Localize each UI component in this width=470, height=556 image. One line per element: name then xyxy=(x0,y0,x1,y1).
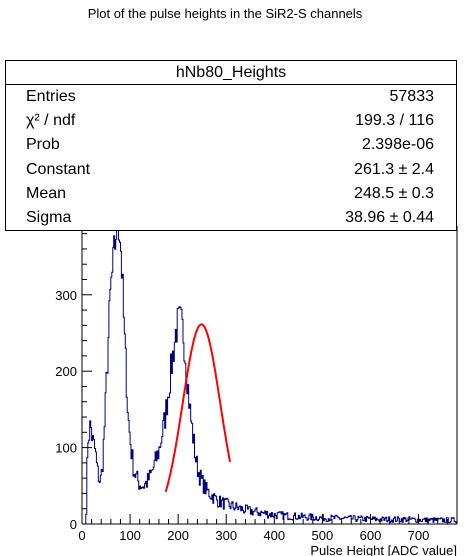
y-tick-label: 200 xyxy=(55,364,77,379)
stats-value: 261.3 ± 2.4 xyxy=(354,160,434,178)
stats-label: Constant xyxy=(26,160,91,178)
stats-box: hNb80_Heights Entries 57833 χ² / ndf 199… xyxy=(5,60,457,231)
stats-value: 57833 xyxy=(389,88,435,105)
stats-value: 38.96 ± 0.44 xyxy=(345,208,434,226)
stats-row-constant: Constant 261.3 ± 2.4 xyxy=(6,158,456,182)
x-tick-label: 0 xyxy=(78,528,85,543)
x-axis-title: Pulse Height [ADC value] xyxy=(310,543,457,556)
stats-row-entries: Entries 57833 xyxy=(6,85,456,109)
y-tick-label: 100 xyxy=(55,441,77,456)
stats-label: Entries xyxy=(26,88,76,105)
x-tick-label: 300 xyxy=(215,528,237,543)
page-title: Plot of the pulse heights in the SiR2-S … xyxy=(87,6,363,21)
stats-histogram-name: hNb80_Heights xyxy=(6,61,456,85)
stats-label: χ² / ndf xyxy=(26,112,76,130)
x-tick-label: 400 xyxy=(263,528,285,543)
axis-layer: 0 100 200 300 400 500 600 700 0 100 200 300 Pulse He… xyxy=(55,226,458,556)
stats-row-mean: Mean 248.5 ± 0.3 xyxy=(6,182,456,206)
stats-label: Sigma xyxy=(26,208,72,226)
stats-row-sigma: Sigma 38.96 ± 0.44 xyxy=(6,206,456,230)
stats-label: Prob xyxy=(26,136,60,154)
x-tick-label: 200 xyxy=(167,528,189,543)
x-tick-label: 700 xyxy=(408,528,430,543)
x-tick-label: 600 xyxy=(360,528,382,543)
stats-label: Mean xyxy=(26,184,67,202)
histogram-layer xyxy=(82,225,457,525)
stats-value: 2.398e-06 xyxy=(361,136,434,154)
stats-row-chi2: χ² / ndf 199.3 / 116 xyxy=(6,109,456,133)
stats-value: 248.5 ± 0.3 xyxy=(354,184,434,202)
y-tick-label: 300 xyxy=(55,288,77,303)
fit-layer xyxy=(164,323,232,493)
histogram-line xyxy=(82,225,457,525)
y-tick-label: 0 xyxy=(70,517,77,532)
stats-value: 199.3 / 116 xyxy=(355,112,434,130)
gaussian-fit-line xyxy=(164,323,232,493)
stats-row-prob: Prob 2.398e-06 xyxy=(6,133,456,157)
x-tick-label: 100 xyxy=(119,528,141,543)
x-tick-label: 500 xyxy=(312,528,334,543)
